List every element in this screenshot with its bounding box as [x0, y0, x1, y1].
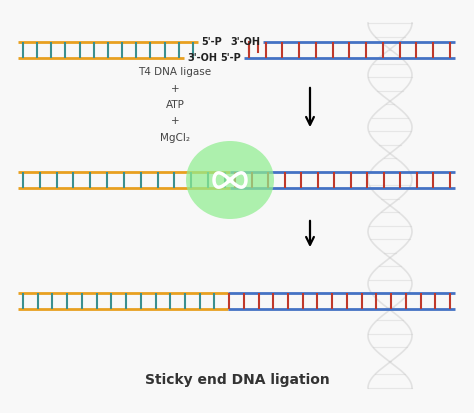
Text: 5'-P: 5'-P: [220, 53, 241, 63]
Ellipse shape: [186, 141, 274, 219]
Text: T4 DNA ligase
+
ATP
+
MgCl₂: T4 DNA ligase + ATP + MgCl₂: [138, 67, 211, 143]
Text: 5'-P: 5'-P: [201, 37, 222, 47]
Text: 3'-OH: 3'-OH: [187, 53, 217, 63]
Text: 3'-OH: 3'-OH: [230, 37, 260, 47]
Text: Sticky end DNA ligation: Sticky end DNA ligation: [145, 373, 329, 387]
